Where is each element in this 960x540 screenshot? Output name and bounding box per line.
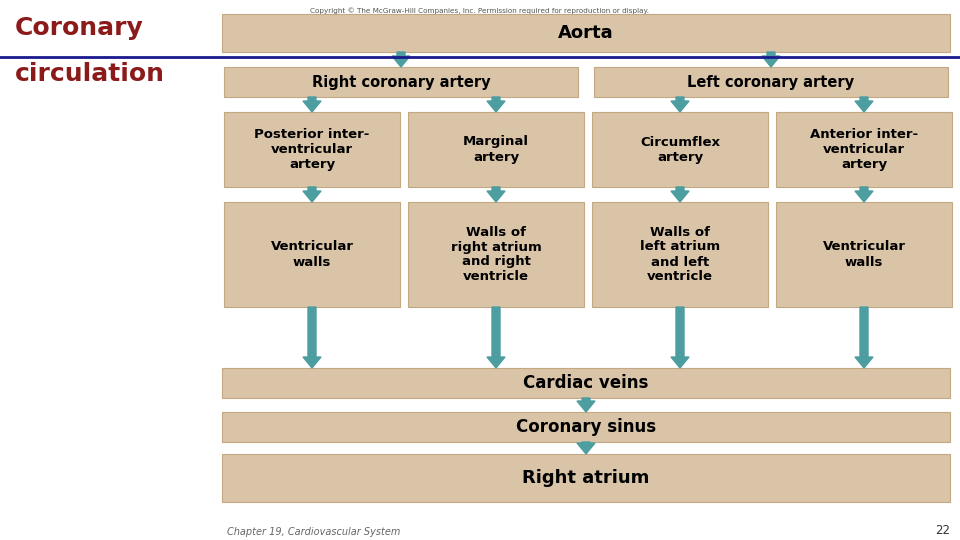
Text: Aorta: Aorta [558, 24, 613, 42]
FancyBboxPatch shape [224, 202, 400, 307]
Polygon shape [671, 97, 689, 112]
Polygon shape [671, 187, 689, 202]
Polygon shape [392, 52, 410, 67]
Polygon shape [577, 398, 595, 412]
FancyBboxPatch shape [224, 67, 578, 97]
Polygon shape [303, 97, 321, 112]
FancyBboxPatch shape [776, 202, 952, 307]
FancyBboxPatch shape [222, 368, 950, 398]
Polygon shape [303, 187, 321, 202]
FancyBboxPatch shape [776, 112, 952, 187]
FancyBboxPatch shape [222, 454, 950, 502]
Polygon shape [487, 187, 505, 202]
Text: Copyright © The McGraw-Hill Companies, Inc. Permission required for reproduction: Copyright © The McGraw-Hill Companies, I… [310, 7, 650, 14]
FancyBboxPatch shape [592, 202, 768, 307]
Text: Posterior inter-
ventricular
artery: Posterior inter- ventricular artery [254, 128, 370, 171]
Text: Coronary sinus: Coronary sinus [516, 418, 656, 436]
Polygon shape [855, 187, 873, 202]
Text: Ventricular
walls: Ventricular walls [271, 240, 353, 268]
Text: 22: 22 [935, 524, 950, 537]
Text: Ventricular
walls: Ventricular walls [823, 240, 905, 268]
FancyBboxPatch shape [594, 67, 948, 97]
Text: Circumflex
artery: Circumflex artery [640, 136, 720, 164]
Text: circulation: circulation [15, 62, 165, 86]
FancyBboxPatch shape [408, 202, 584, 307]
Text: Anterior inter-
ventricular
artery: Anterior inter- ventricular artery [810, 128, 918, 171]
Polygon shape [855, 97, 873, 112]
Polygon shape [671, 307, 689, 368]
Text: Walls of
right atrium
and right
ventricle: Walls of right atrium and right ventricl… [450, 226, 541, 284]
Polygon shape [303, 307, 321, 368]
Text: Right coronary artery: Right coronary artery [312, 75, 491, 90]
Polygon shape [577, 442, 595, 454]
FancyBboxPatch shape [224, 112, 400, 187]
FancyBboxPatch shape [222, 412, 950, 442]
FancyBboxPatch shape [592, 112, 768, 187]
Polygon shape [487, 97, 505, 112]
FancyBboxPatch shape [408, 112, 584, 187]
Polygon shape [762, 52, 780, 67]
Text: Marginal
artery: Marginal artery [463, 136, 529, 164]
Polygon shape [855, 307, 873, 368]
Text: Cardiac veins: Cardiac veins [523, 374, 649, 392]
Text: Walls of
left atrium
and left
ventricle: Walls of left atrium and left ventricle [640, 226, 720, 284]
Text: Left coronary artery: Left coronary artery [687, 75, 854, 90]
Text: Coronary: Coronary [15, 16, 144, 40]
Polygon shape [487, 307, 505, 368]
Text: Right atrium: Right atrium [522, 469, 650, 487]
Text: Chapter 19, Cardiovascular System: Chapter 19, Cardiovascular System [227, 527, 400, 537]
FancyBboxPatch shape [222, 14, 950, 52]
